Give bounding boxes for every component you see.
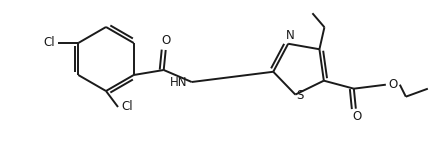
Text: O: O [352, 110, 362, 123]
Text: S: S [297, 89, 304, 102]
Text: N: N [286, 29, 294, 42]
Text: Cl: Cl [121, 100, 133, 114]
Text: O: O [388, 78, 397, 91]
Text: HN: HN [170, 76, 187, 90]
Text: O: O [161, 34, 170, 47]
Text: Cl: Cl [43, 37, 55, 49]
